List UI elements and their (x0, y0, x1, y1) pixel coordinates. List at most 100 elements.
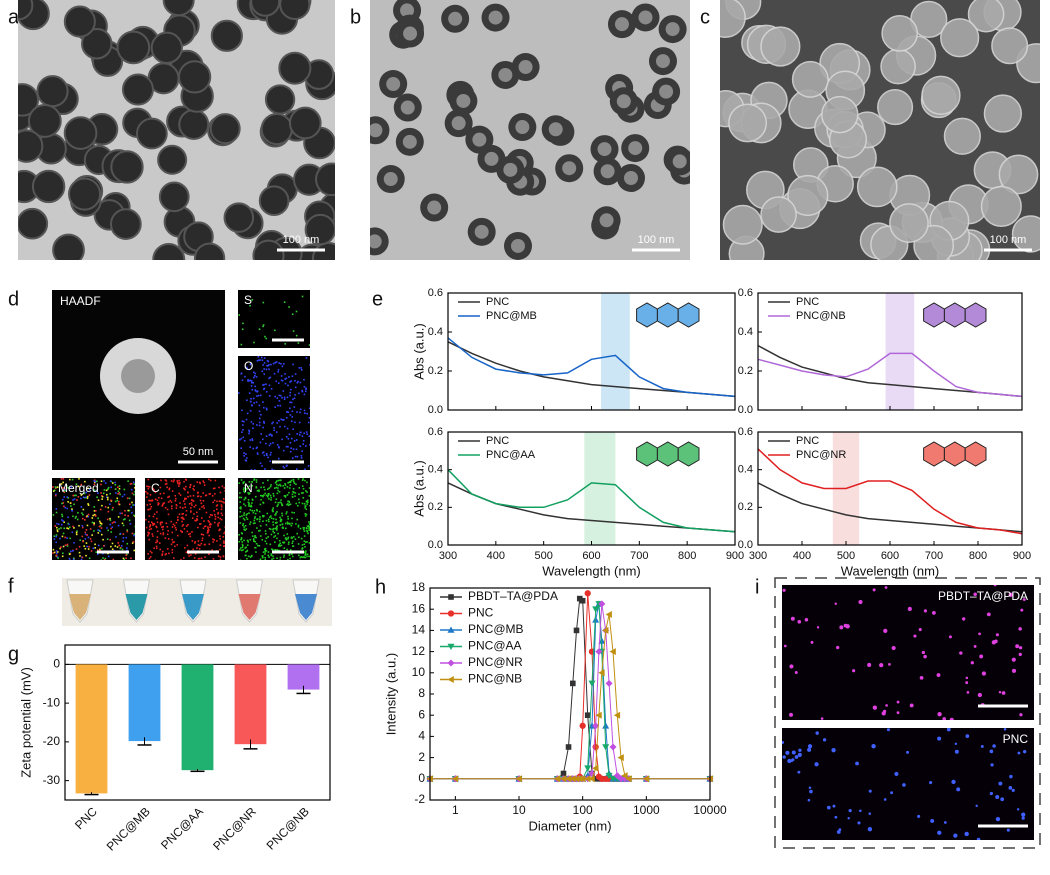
particle (720, 0, 746, 38)
element-dot (239, 507, 241, 509)
element-dot (100, 523, 103, 525)
element-dot (279, 524, 282, 526)
element-dot (190, 499, 193, 501)
fluorescent-dot (937, 830, 942, 835)
element-dot (288, 554, 291, 557)
fluorescent-dot (783, 644, 787, 648)
element-dot (179, 529, 182, 532)
element-dot (252, 538, 255, 540)
element-dot (222, 501, 224, 503)
element-dot (62, 552, 64, 555)
element-dot (263, 387, 266, 390)
element-dot (200, 542, 203, 545)
fluorescent-dot (826, 805, 831, 810)
particle (760, 196, 797, 233)
element-dot (258, 417, 261, 420)
marker (569, 775, 576, 783)
y-tick-label: 8 (418, 686, 425, 700)
element-dot (203, 507, 205, 509)
element-dot (245, 459, 248, 462)
element-dot (191, 504, 193, 506)
element-dot (85, 491, 87, 494)
element-dot (265, 435, 268, 438)
element-dot (283, 554, 285, 557)
element-dot (55, 534, 58, 536)
element-dot (305, 500, 308, 503)
element-dot (109, 538, 112, 541)
element-dot (308, 487, 310, 489)
element-dot (263, 488, 266, 491)
element-dot (203, 520, 205, 522)
element-dot (288, 541, 290, 544)
element-dot (93, 489, 96, 492)
element-dot (87, 515, 89, 518)
element-dot (276, 521, 278, 524)
element-dot (66, 527, 68, 529)
element-dot (62, 520, 64, 522)
fluorescent-dot (1006, 828, 1010, 832)
element-dot (283, 487, 286, 489)
element-dot (130, 506, 133, 509)
element-dot (246, 539, 249, 542)
element-dot (69, 502, 72, 504)
element-dot (270, 451, 272, 454)
element-dot (295, 448, 298, 451)
tube-liquid (69, 594, 91, 620)
element-dot (277, 382, 280, 384)
element-dot (274, 329, 276, 332)
element-dot (254, 385, 256, 388)
element-dot (208, 553, 210, 555)
fluorescent-dot (1001, 691, 1006, 695)
element-dot (243, 519, 246, 521)
element-dot (70, 550, 72, 553)
element-dot (93, 513, 96, 516)
element-dot (130, 488, 133, 491)
element-dot (182, 517, 184, 520)
element-dot (239, 515, 241, 518)
element-dot (113, 521, 115, 523)
element-dot (262, 325, 264, 328)
element-dot (201, 517, 203, 519)
x-tick-label: 700 (630, 550, 648, 562)
element-dot (262, 426, 264, 429)
element-dot (63, 521, 65, 523)
element-dot (261, 465, 263, 467)
element-dot (266, 364, 268, 367)
fluorescent-dot (1000, 797, 1005, 802)
element-dot (264, 549, 267, 551)
particle (18, 207, 49, 240)
element-dot (250, 421, 253, 423)
particle (315, 162, 335, 197)
element-dot (256, 359, 259, 362)
element-dot (292, 398, 294, 401)
element-dot (183, 528, 186, 530)
element-dot (300, 367, 302, 369)
element-dot (296, 381, 299, 384)
element-dot (264, 335, 266, 338)
element-dot (281, 396, 283, 399)
map-label: N (244, 481, 253, 495)
x-tick-label: 700 (925, 550, 943, 562)
element-dot (292, 545, 295, 547)
element-dot (161, 521, 164, 524)
element-dot (86, 497, 89, 500)
element-dot (267, 551, 270, 553)
element-dot (291, 542, 294, 544)
element-dot (93, 530, 95, 532)
element-dot (256, 453, 259, 455)
element-dot (290, 401, 293, 404)
element-dot (292, 479, 295, 481)
fluorescent-dot (907, 606, 912, 611)
fluorescent-dot (965, 676, 969, 680)
element-dot (127, 515, 129, 517)
series-line (757, 352, 1023, 398)
marker (625, 775, 632, 783)
marker (598, 600, 606, 608)
element-dot (302, 497, 305, 499)
element-dot (263, 406, 265, 409)
element-dot (248, 432, 250, 435)
particle (162, 0, 195, 17)
element-dot (145, 518, 147, 521)
marker (515, 775, 522, 783)
element-dot (161, 550, 164, 553)
